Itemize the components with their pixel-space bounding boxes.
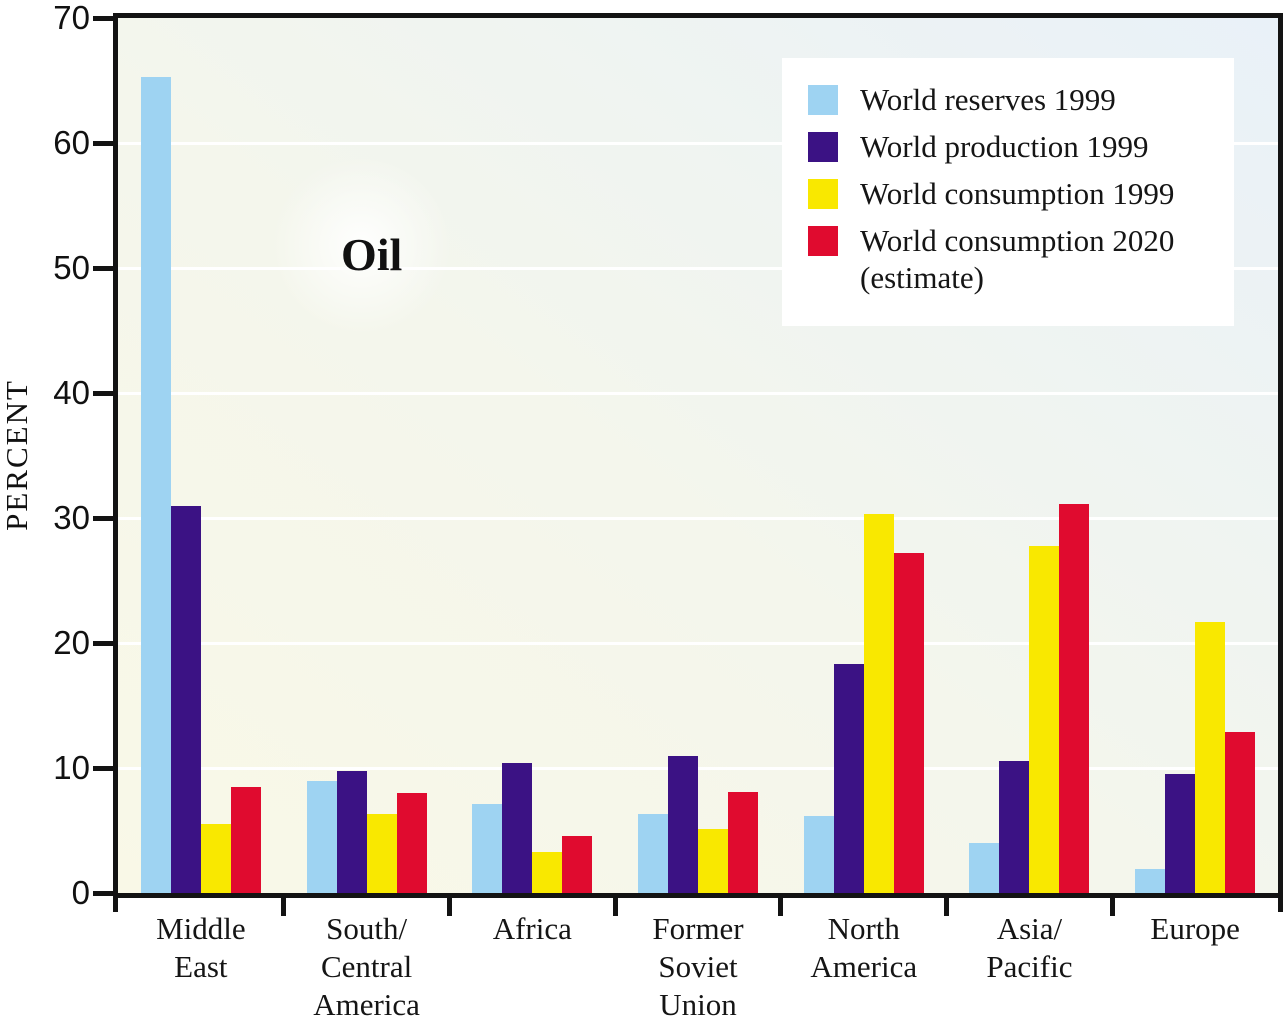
- y-axis-lower-stub: [113, 893, 118, 912]
- bar-former-soviet-union-world-reserves-1999: [638, 814, 669, 893]
- x-category-labels: Middle East South/Central America Africa Form…: [118, 910, 1278, 1024]
- y-tick-label-0: 0: [71, 874, 90, 911]
- y-tick-label-50: 50: [53, 249, 90, 286]
- chart-title: Oil: [341, 229, 403, 280]
- consumption-2020-swatch-icon: [808, 226, 838, 256]
- bar-africa-world-reserves-1999: [472, 804, 503, 893]
- x-label-europe: Europe: [1150, 911, 1240, 946]
- y-tick-20: [93, 640, 113, 646]
- bar-group-north-america: [781, 18, 947, 893]
- legend-label: World consumption 1999: [860, 175, 1174, 212]
- bar-europe-world-consumption-2020-estimate: [1225, 731, 1256, 893]
- legend: World reserves 1999 World production 199…: [782, 58, 1234, 326]
- y-tick-0: [93, 890, 113, 896]
- y-tick-70: [93, 15, 113, 21]
- bar-group-former-soviet-union: [615, 18, 781, 893]
- legend-row: World production 1999: [808, 128, 1224, 165]
- bar-former-soviet-union-world-production-1999: [668, 755, 699, 893]
- x-label-middle-east: Middle East: [156, 911, 246, 984]
- legend-label-text: World reserves 1999: [860, 82, 1116, 117]
- x-tick-3: [612, 898, 618, 916]
- bar-asia-pacific-world-production-1999: [999, 760, 1030, 893]
- bars-layer: [118, 18, 1278, 893]
- y-tick-label-70: 70: [53, 0, 90, 36]
- x-label-africa: Africa: [492, 911, 572, 946]
- x-label-south-central-america: South/Central America: [313, 911, 420, 1022]
- bar-africa-world-consumption-2020-estimate: [562, 835, 593, 893]
- gridline-60: [118, 141, 1278, 145]
- legend-label: World consumption 2020 (estimate): [860, 222, 1174, 296]
- legend-row: World consumption 1999: [808, 175, 1224, 212]
- bar-south-central-america-world-reserves-1999: [306, 780, 337, 893]
- bar-europe-world-reserves-1999: [1135, 869, 1166, 893]
- bar-group-middle-east: [118, 18, 284, 893]
- bar-group-africa: [449, 18, 615, 893]
- bar-middle-east-world-consumption-2020-estimate: [230, 786, 261, 893]
- x-tick-5: [944, 898, 950, 916]
- bar-north-america-world-consumption-1999: [863, 514, 894, 893]
- bar-middle-east-world-reserves-1999: [140, 76, 171, 893]
- gridline-20: [118, 641, 1278, 645]
- bar-asia-pacific-world-consumption-1999: [1029, 545, 1060, 893]
- bar-middle-east-world-consumption-1999: [200, 824, 231, 893]
- legend-label: World reserves 1999: [860, 81, 1116, 118]
- y-tick-30: [93, 515, 113, 521]
- gridline-30: [118, 516, 1278, 520]
- bar-south-central-america-world-consumption-2020-estimate: [396, 793, 427, 893]
- x-tick-2: [446, 898, 452, 916]
- reserves-swatch-icon: [808, 85, 838, 115]
- gridline-40: [118, 391, 1278, 395]
- y-tick-label-40: 40: [53, 374, 90, 411]
- x-label-north-america: North America: [810, 911, 918, 984]
- bar-africa-world-consumption-1999: [532, 851, 563, 893]
- y-tick-label-60: 60: [53, 124, 90, 161]
- bar-asia-pacific-world-reserves-1999: [969, 843, 1000, 893]
- legend-label: World production 1999: [860, 128, 1149, 165]
- y-tick-50: [93, 265, 113, 271]
- bar-asia-pacific-world-consumption-2020-estimate: [1059, 504, 1090, 893]
- y-tick-60: [93, 140, 113, 146]
- y-tick-label-10: 10: [53, 749, 90, 786]
- bar-former-soviet-union-world-consumption-2020-estimate: [728, 791, 759, 893]
- bar-europe-world-production-1999: [1165, 774, 1196, 893]
- x-tick-1: [281, 898, 287, 916]
- legend-row: World reserves 1999: [808, 81, 1224, 118]
- y-tick-10: [93, 765, 113, 771]
- bar-north-america-world-production-1999: [833, 664, 864, 893]
- bar-north-america-world-consumption-2020-estimate: [893, 553, 924, 893]
- bar-group-asia-pacific: [947, 18, 1113, 893]
- bar-group-europe: [1112, 18, 1278, 893]
- consumption-1999-swatch-icon: [808, 179, 838, 209]
- x-tick-4: [778, 898, 784, 916]
- x-tick-6: [1109, 898, 1115, 916]
- bar-europe-world-consumption-1999: [1195, 621, 1226, 893]
- y-tick-40: [93, 390, 113, 396]
- x-label-asia-pacific: Asia/Pacific: [986, 911, 1073, 984]
- production-swatch-icon: [808, 132, 838, 162]
- bar-south-central-america-world-consumption-1999: [366, 814, 397, 893]
- bar-middle-east-world-production-1999: [170, 505, 201, 893]
- bar-north-america-world-reserves-1999: [803, 815, 834, 893]
- bar-group-south-central-america: [284, 18, 450, 893]
- x-label-former-soviet-union: Former Soviet Union: [652, 911, 744, 1022]
- bar-south-central-america-world-production-1999: [336, 770, 367, 893]
- legend-label-text: World consumption 1999: [860, 176, 1175, 211]
- legend-label-text: World production 1999: [860, 129, 1149, 164]
- y-tick-label-20: 20: [53, 624, 90, 661]
- gridline-50: [118, 266, 1278, 270]
- bar-former-soviet-union-world-consumption-1999: [698, 829, 729, 893]
- legend-label-text: World consumption 2020: [860, 223, 1175, 258]
- y-tick-label-30: 30: [53, 499, 90, 536]
- right-border-lower-stub: [1278, 893, 1283, 912]
- bar-africa-world-production-1999: [502, 763, 533, 893]
- legend-row: World consumption 2020 (estimate): [808, 222, 1224, 296]
- legend-label-text2: (estimate): [860, 260, 984, 295]
